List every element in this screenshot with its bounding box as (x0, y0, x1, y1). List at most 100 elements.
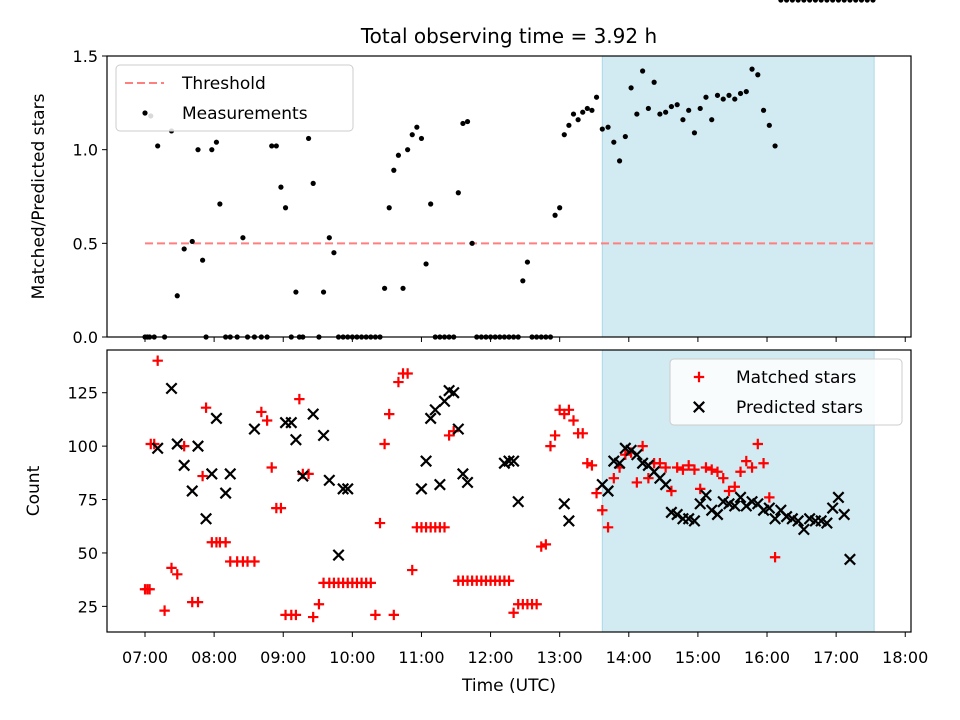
data-point (582, 458, 593, 469)
data-point (700, 462, 712, 473)
data-point (278, 184, 284, 190)
data-point (694, 497, 707, 510)
data-point (643, 472, 654, 484)
data-point (200, 402, 212, 413)
legend-swatch (693, 401, 705, 413)
data-point (407, 564, 418, 576)
data-point (200, 512, 213, 525)
data-point (512, 495, 525, 508)
data-point (395, 152, 402, 158)
data-point (772, 143, 778, 149)
top-panel: 0.0 0.5 1.0 1.5 Matched/Predicted stars Thres… (29, 0, 912, 347)
x-axis-label: Time (UTC) (461, 676, 556, 696)
data-point (197, 470, 208, 482)
data-point (220, 537, 231, 548)
data-point (763, 502, 776, 515)
data-point (210, 412, 223, 425)
x-tick-label: 18:00 (882, 648, 928, 667)
data-point (726, 92, 732, 98)
x-axis: 07:00 08:00 09:00 10:00 11:00 12:00 13:00 14:00… (122, 648, 928, 667)
data-point (720, 96, 726, 102)
data-point (296, 470, 309, 483)
data-point (456, 467, 469, 480)
data-point (575, 117, 581, 123)
data-point (602, 522, 614, 533)
data-point (801, 0, 807, 3)
data-point (438, 395, 451, 408)
data-point (858, 0, 865, 3)
legend: Matched stars Predicted stars (669, 358, 903, 426)
data-point (248, 423, 261, 436)
data-point (634, 111, 640, 117)
data-point (769, 552, 781, 563)
data-point (166, 562, 177, 574)
data-point (165, 382, 178, 395)
x-tick-label: 07:00 (122, 648, 168, 667)
data-point (192, 596, 204, 608)
data-point (557, 205, 563, 211)
data-point (294, 393, 305, 405)
data-point (159, 605, 170, 616)
data-point (589, 107, 595, 113)
y-tick-label: 50 (78, 544, 98, 563)
data-point (622, 133, 628, 140)
data-point (217, 201, 223, 207)
data-point (628, 85, 634, 91)
data-point (593, 94, 600, 100)
data-point (290, 609, 302, 621)
x-tick-label: 11:00 (398, 648, 444, 667)
data-point (549, 430, 561, 441)
data-point (654, 458, 666, 469)
data-point (580, 109, 586, 115)
data-point (792, 514, 805, 527)
data-point (637, 440, 648, 452)
data-point (584, 105, 590, 112)
y-tick-label: 0.5 (73, 234, 98, 253)
data-point (200, 257, 206, 263)
data-point (568, 415, 579, 426)
data-point (402, 368, 413, 379)
data-point (674, 102, 680, 108)
data-point (602, 485, 615, 497)
plot-frame (106, 349, 912, 633)
data-point (729, 481, 740, 492)
data-point (680, 117, 686, 123)
data-point (706, 464, 717, 475)
data-point (807, 0, 813, 3)
data-point (365, 577, 376, 589)
data-point (764, 492, 775, 503)
data-point (320, 289, 327, 295)
legend-box (115, 64, 354, 132)
data-point (144, 584, 155, 595)
data-point (755, 72, 761, 78)
data-point (712, 466, 723, 477)
data-point (640, 68, 646, 74)
data-point (630, 448, 643, 461)
data-point (732, 96, 738, 102)
x-tick-label: 15:00 (675, 648, 721, 667)
data-point (370, 609, 381, 621)
data-point (195, 147, 201, 153)
data-point (778, 0, 784, 3)
data-point (718, 472, 729, 484)
data-point (586, 460, 598, 471)
data-point (384, 408, 395, 420)
data-point (379, 438, 390, 450)
data-point (605, 124, 611, 130)
data-point (562, 514, 575, 527)
data-point (452, 423, 465, 436)
data-point (172, 569, 183, 580)
data-point (205, 467, 218, 480)
legend: Threshold Measurements (115, 64, 354, 132)
data-point (552, 212, 558, 218)
data-point (256, 406, 267, 418)
data-point (660, 462, 671, 473)
data-point (826, 502, 839, 515)
data-point (752, 438, 764, 450)
data-point (830, 0, 836, 3)
data-point (599, 126, 605, 132)
data-point (507, 455, 520, 468)
data-point (566, 122, 572, 128)
data-point (313, 599, 325, 610)
data-point (686, 107, 692, 113)
